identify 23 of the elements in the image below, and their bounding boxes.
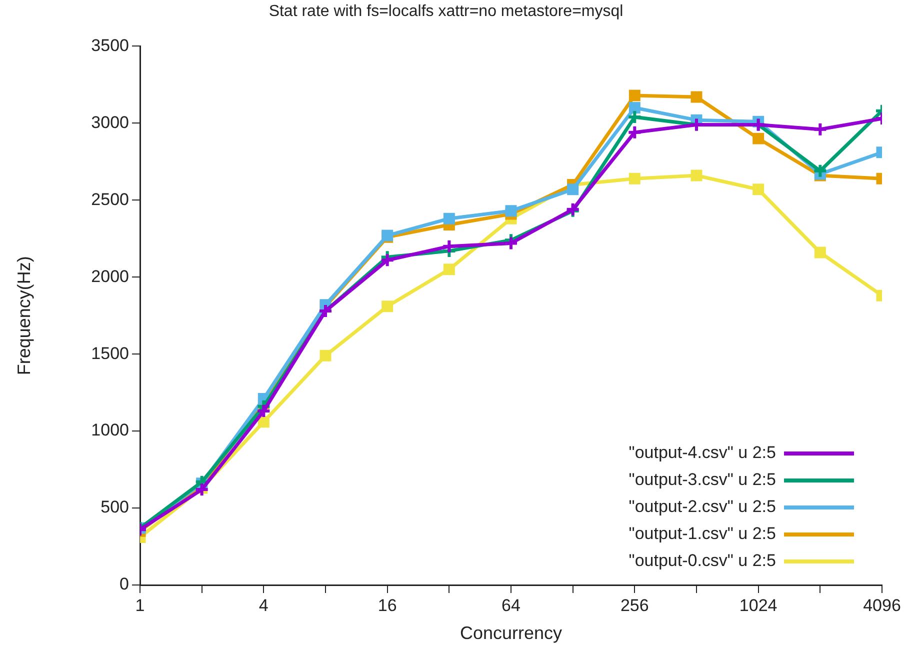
legend-label: "output-4.csv" u 2:5 <box>628 443 776 462</box>
legend-label: "output-0.csv" u 2:5 <box>628 551 776 570</box>
y-tick-label: 1000 <box>91 420 129 440</box>
x-tick-label: 4 <box>258 596 268 615</box>
x-tick-label: 4096 <box>863 596 901 615</box>
legend-label: "output-1.csv" u 2:5 <box>628 524 776 544</box>
x-axis-title: Concurrency <box>460 623 562 644</box>
chart-title: Stat rate with fs=localfs xattr=no metastore=mysql <box>268 3 624 20</box>
y-tick-label: 3500 <box>91 36 129 55</box>
x-tick-label: 1 <box>135 596 145 615</box>
x-tick-label: 64 <box>502 596 520 615</box>
legend-label: "output-2.csv" u 2:5 <box>628 497 776 516</box>
legend-label: "output-3.csv" u 2:5 <box>628 470 776 490</box>
x-tick-label: 1024 <box>739 596 778 615</box>
y-axis-title: Frequency(Hz) <box>14 256 34 376</box>
x-tick-label: 16 <box>378 596 397 615</box>
x-tick-label: 256 <box>620 596 649 615</box>
y-tick-label: 2500 <box>91 190 129 209</box>
y-tick-label: 0 <box>120 574 129 594</box>
y-tick-label: 3000 <box>91 112 129 132</box>
y-tick-label: 2000 <box>91 266 129 286</box>
y-tick-label: 1500 <box>91 344 129 363</box>
y-tick-label: 500 <box>100 498 129 517</box>
